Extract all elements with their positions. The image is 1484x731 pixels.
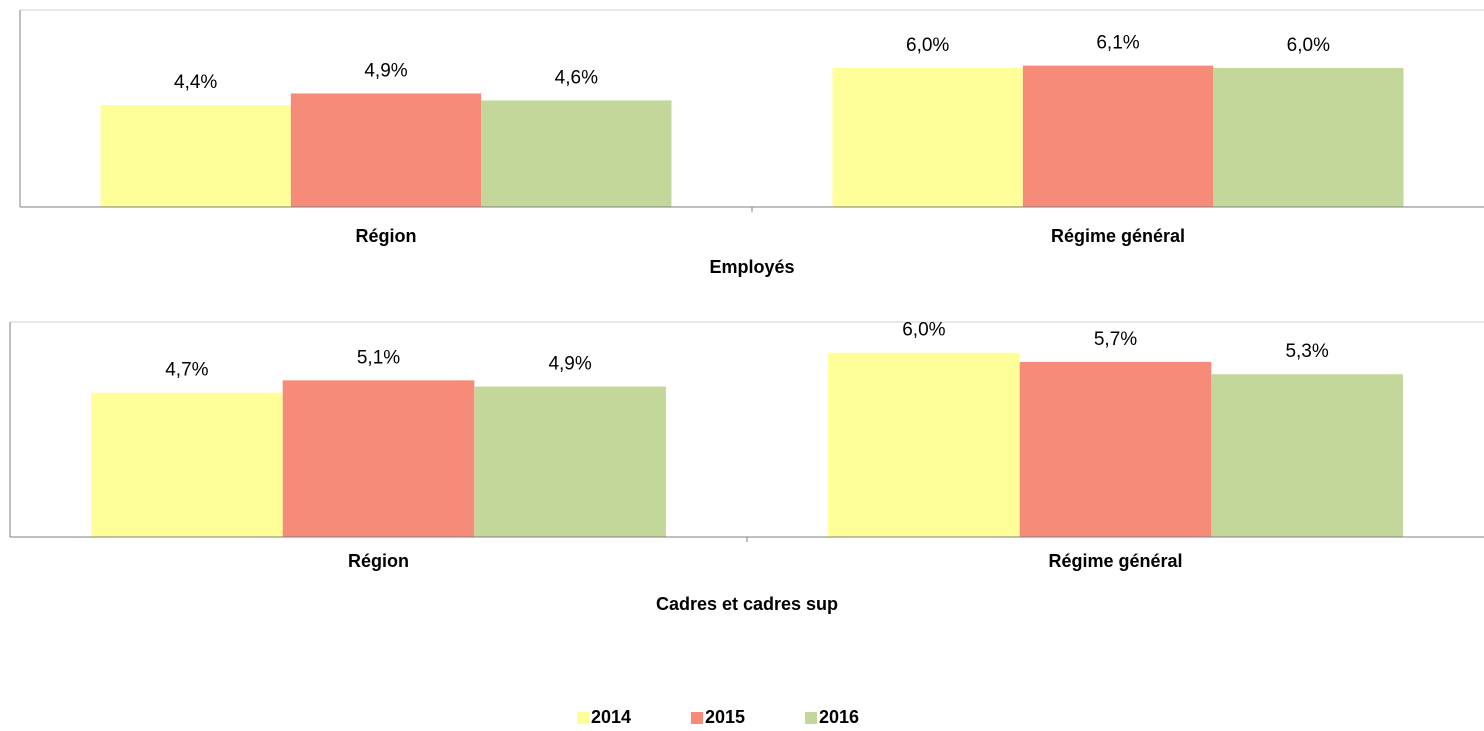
data-label: 4,9% (364, 60, 407, 81)
bar (474, 386, 666, 537)
bar (1019, 361, 1212, 537)
bar (1213, 67, 1404, 207)
bar (1211, 374, 1403, 537)
x-axis-title: Employés (709, 257, 794, 277)
legend-label: 2014 (591, 707, 631, 727)
legend-label: 2015 (705, 707, 745, 727)
data-label: 6,0% (1287, 35, 1330, 56)
bar (91, 392, 283, 537)
bar (100, 105, 291, 207)
x-tick-label: Région (348, 551, 409, 571)
legend-swatch (691, 712, 703, 724)
data-label: 4,4% (174, 72, 217, 93)
data-label: 6,1% (1096, 33, 1139, 54)
legend-swatch (805, 712, 817, 724)
data-label: 4,9% (548, 354, 591, 375)
x-tick-label: Régime général (1051, 226, 1185, 246)
data-label: 5,1% (357, 347, 400, 368)
data-label: 4,6% (555, 67, 598, 88)
data-label: 6,0% (902, 320, 945, 341)
bar (290, 93, 482, 207)
x-tick-label: Régime général (1048, 551, 1182, 571)
data-label: 6,0% (906, 35, 949, 56)
bar (828, 352, 1020, 537)
legend-label: 2016 (819, 707, 859, 727)
x-axis-title: Cadres et cadres sup (656, 594, 838, 614)
bar (1022, 65, 1214, 207)
bar (481, 100, 672, 207)
bar (832, 67, 1023, 207)
legend-swatch (577, 712, 589, 724)
data-label: 5,7% (1094, 329, 1137, 350)
bar (282, 380, 475, 537)
x-tick-label: Région (356, 226, 417, 246)
data-label: 5,3% (1285, 341, 1328, 362)
data-label: 4,7% (165, 360, 208, 381)
